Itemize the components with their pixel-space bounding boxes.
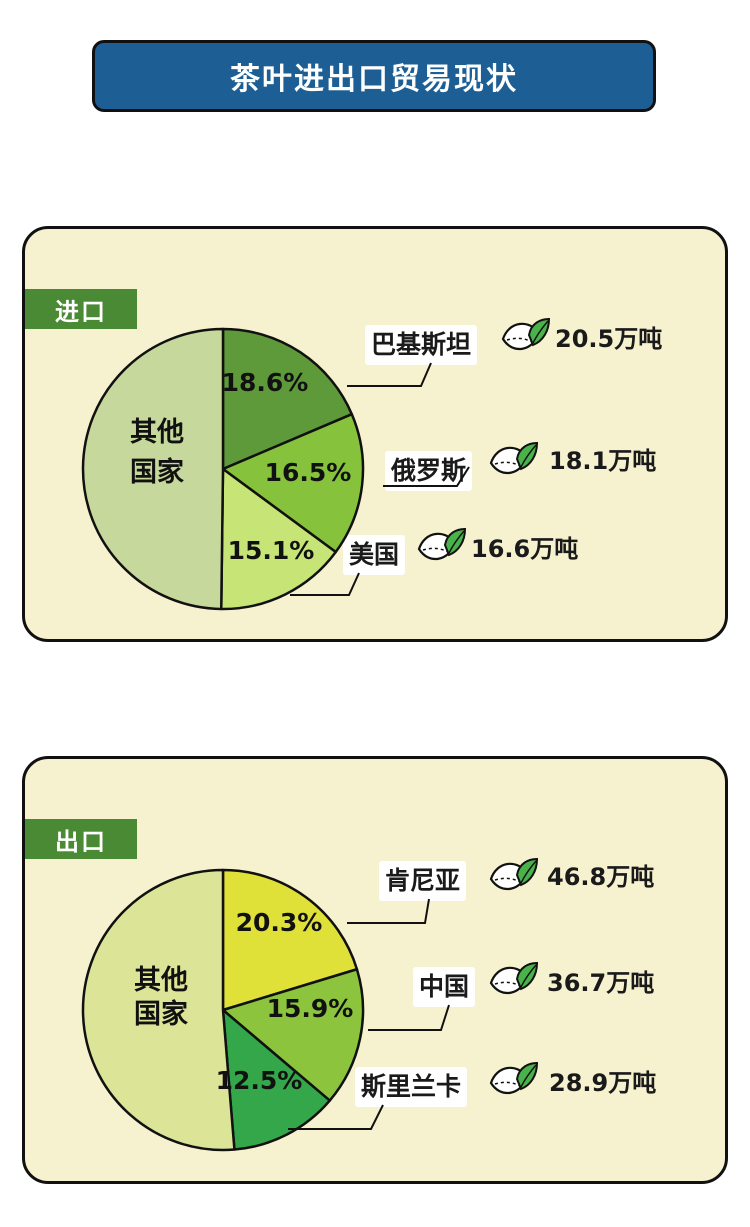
leader-line bbox=[347, 362, 432, 387]
amount-usa: 16.6万吨 bbox=[471, 535, 579, 563]
pie-slice-2 bbox=[221, 1008, 331, 1151]
pie-slice-0 bbox=[221, 327, 354, 471]
export-tag: 出口 bbox=[25, 819, 137, 859]
country-label-srilanka: 斯里兰卡 bbox=[355, 1067, 468, 1107]
slice-percent-label: 15.1% bbox=[228, 536, 315, 565]
amount-china: 36.7万吨 bbox=[547, 969, 655, 997]
leader-line bbox=[290, 572, 360, 596]
leader-line bbox=[383, 466, 470, 487]
slice-percent-label: 18.6% bbox=[222, 368, 309, 397]
country-label-pakistan: 巴基斯坦 bbox=[365, 325, 478, 365]
leader-line bbox=[368, 1004, 450, 1031]
leaf-icon bbox=[489, 441, 539, 474]
pie-slice-1 bbox=[221, 968, 365, 1102]
slice-percent-label: 20.3% bbox=[236, 908, 323, 937]
import-panel: 进口 巴基斯坦 20.5万吨 俄罗斯 18.1万吨 美国 16.6万吨 18.6… bbox=[22, 226, 728, 642]
import-tag: 进口 bbox=[25, 289, 137, 329]
country-label-usa: 美国 bbox=[343, 535, 406, 575]
pie-slice-1 bbox=[221, 412, 365, 554]
pie-slice-3 bbox=[81, 868, 236, 1152]
other-countries-label: 其他 bbox=[130, 417, 184, 448]
leaf-icon bbox=[501, 317, 551, 350]
pie-slice-3 bbox=[81, 327, 225, 611]
leader-line bbox=[347, 898, 430, 924]
pie-slice-2 bbox=[219, 467, 337, 611]
country-label-kenya: 肯尼亚 bbox=[379, 861, 467, 901]
leaf-icon bbox=[489, 857, 539, 890]
leaf-icon bbox=[489, 1061, 539, 1094]
country-label-china: 中国 bbox=[413, 967, 476, 1007]
slice-percent-label: 15.9% bbox=[267, 994, 354, 1023]
pie-slice-0 bbox=[221, 868, 359, 1012]
other-countries-label: 国家 bbox=[134, 998, 188, 1030]
export-panel: 出口 肯尼亚 46.8万吨 中国 36.7万吨 斯里兰卡 28.9万吨 20.3… bbox=[22, 756, 728, 1184]
slice-percent-label: 12.5% bbox=[216, 1066, 303, 1095]
amount-russia: 18.1万吨 bbox=[549, 447, 657, 475]
slice-percent-label: 16.5% bbox=[265, 458, 352, 487]
other-countries-label: 其他 bbox=[134, 965, 188, 996]
leaf-icon bbox=[417, 527, 467, 560]
amount-pakistan: 20.5万吨 bbox=[555, 325, 663, 353]
leader-line bbox=[288, 1104, 384, 1130]
other-countries-label: 国家 bbox=[130, 456, 184, 488]
leaf-icon bbox=[489, 961, 539, 994]
page-title: 茶叶进出口贸易现状 bbox=[92, 40, 656, 112]
amount-kenya: 46.8万吨 bbox=[547, 863, 655, 891]
amount-srilanka: 28.9万吨 bbox=[549, 1069, 657, 1097]
